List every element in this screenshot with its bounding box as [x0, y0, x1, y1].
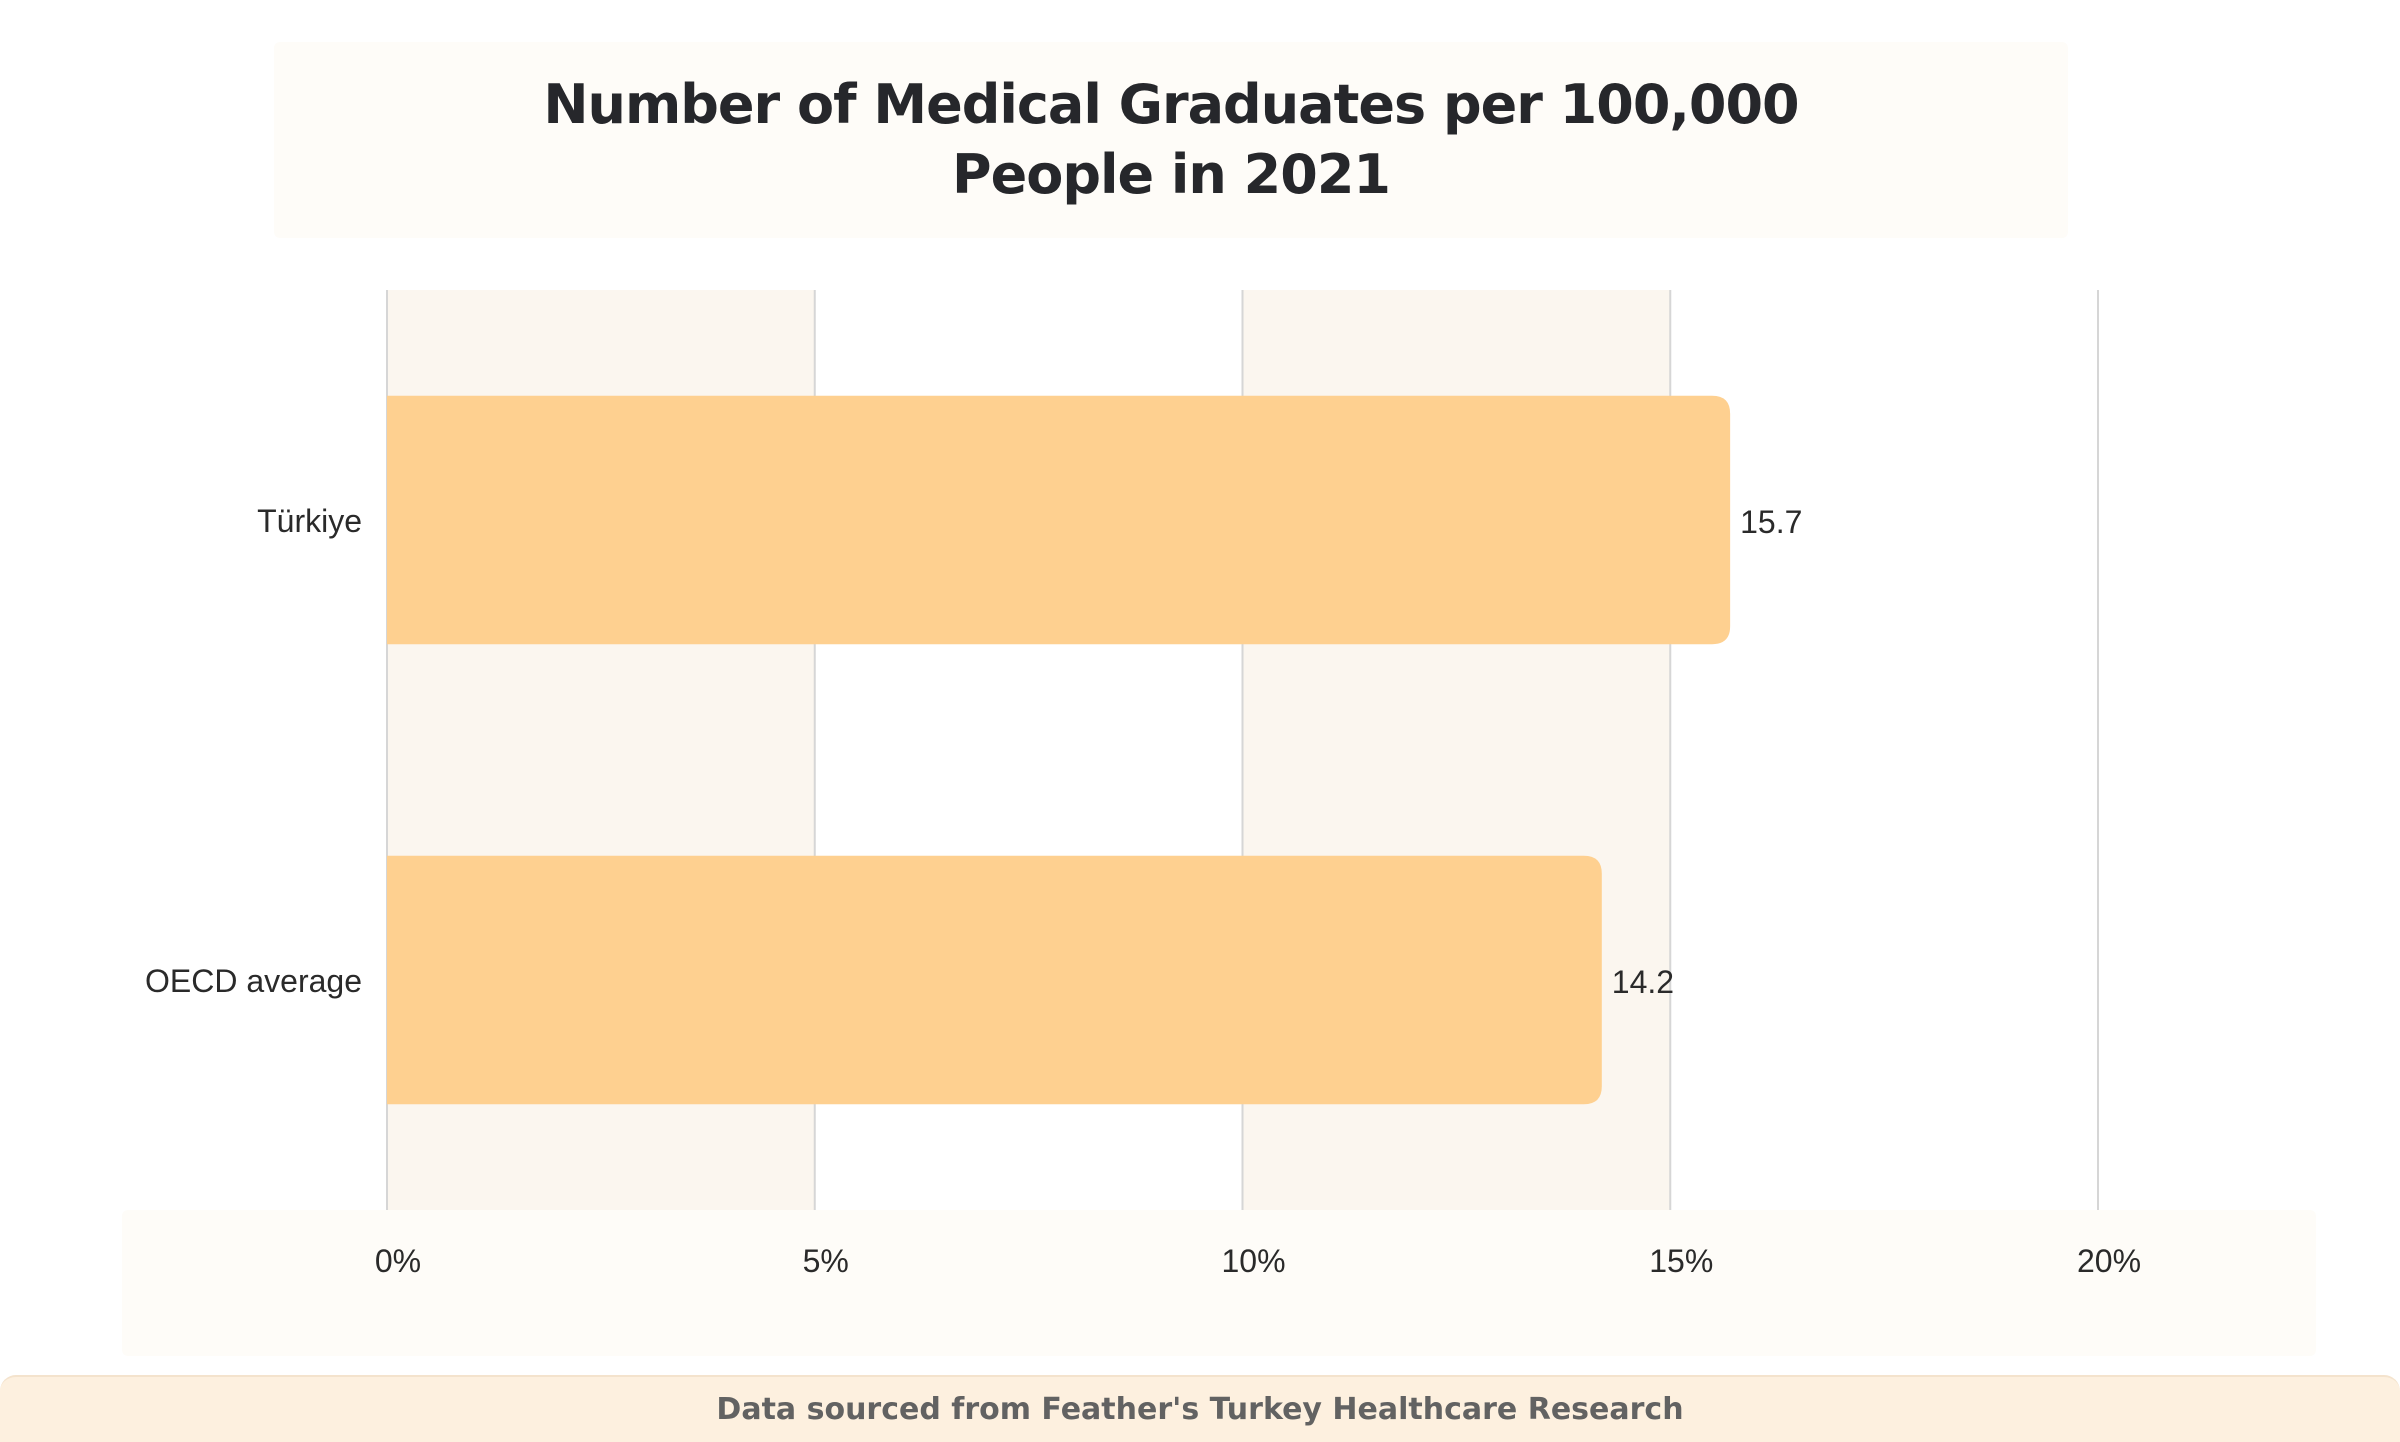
x-axis-panel: [122, 1210, 2316, 1356]
chart-title-line-1: Number of Medical Graduates per 100,000: [543, 73, 1799, 136]
bar: [387, 395, 1731, 645]
bar: [387, 855, 1602, 1105]
y-category-label: Türkiye: [257, 503, 362, 539]
x-tick-label: 10%: [1221, 1243, 1285, 1279]
bar-value-label: 15.7: [1740, 504, 1802, 540]
x-tick-label: 0%: [375, 1243, 421, 1279]
bar-value-label: 14.2: [1612, 964, 1674, 1000]
x-tick-label: 15%: [1649, 1243, 1713, 1279]
source-text: Data sourced from Feather's Turkey Healt…: [716, 1392, 1684, 1427]
x-tick-label: 5%: [803, 1243, 849, 1279]
chart-title: Number of Medical Graduates per 100,000 …: [274, 42, 2068, 238]
source-footer: Data sourced from Feather's Turkey Healt…: [0, 1375, 2400, 1442]
chart-title-line-2: People in 2021: [952, 143, 1391, 206]
y-category-label: OECD average: [145, 963, 362, 999]
x-tick-label: 20%: [2077, 1243, 2141, 1279]
